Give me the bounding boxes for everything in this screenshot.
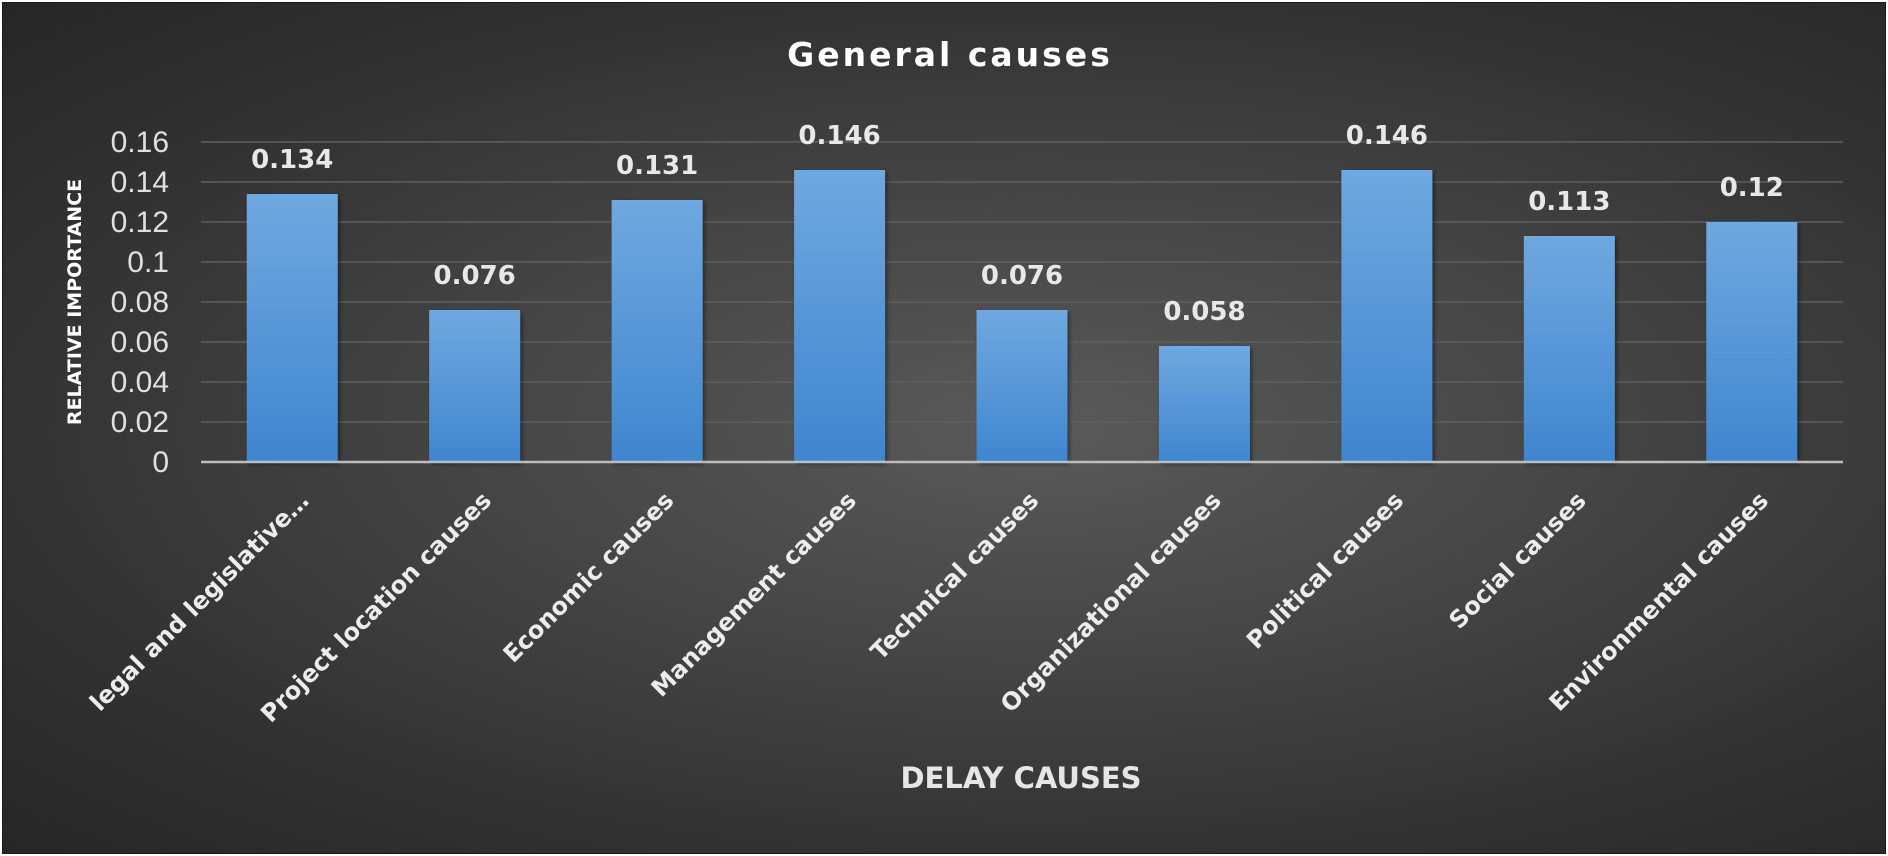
y-tick-label: 0.02	[111, 406, 169, 439]
y-tick-label: 0.08	[111, 286, 169, 319]
y-tick-label: 0.14	[111, 166, 169, 199]
bar	[1706, 222, 1798, 462]
data-label: 0.12	[1720, 173, 1784, 203]
data-label: 0.131	[616, 151, 698, 181]
y-tick-label: 0.04	[111, 366, 169, 399]
x-tick-label: Economic causes	[498, 486, 680, 668]
bar	[976, 310, 1068, 462]
bars	[246, 170, 1798, 462]
y-axis-label: RELATIVE IMPORTANCE	[64, 179, 86, 425]
y-tick-label: 0.12	[111, 206, 169, 239]
data-label: 0.076	[981, 261, 1063, 291]
y-tick-label: 0.06	[111, 326, 169, 359]
x-tick-label: Organizational causes	[995, 486, 1227, 718]
bar	[429, 310, 521, 462]
x-tick-label: Social causes	[1444, 486, 1592, 634]
data-label: 0.058	[1163, 297, 1245, 327]
x-tick-label: Technical causes	[865, 486, 1044, 665]
x-tick-label: Environmental causes	[1544, 486, 1774, 716]
data-label: 0.146	[1346, 121, 1428, 151]
bar-chart: 0 0.02 0.04 0.06 0.08 0.1 0.12 0.14 0.16 0.134 leg…	[64, 35, 1843, 795]
data-label: 0.134	[251, 145, 333, 175]
data-label: 0.076	[434, 261, 516, 291]
bar	[1523, 236, 1615, 462]
data-label: 0.146	[798, 121, 880, 151]
x-tick-label: legal and legislative…	[84, 486, 314, 716]
x-tick-label: Political causes	[1241, 486, 1409, 654]
y-tick-label: 0	[152, 446, 169, 479]
chart-title: General causes	[787, 35, 1113, 74]
x-tick-label: Management causes	[646, 486, 862, 702]
bar	[1158, 346, 1250, 462]
bar	[1341, 170, 1433, 462]
bar	[611, 200, 703, 462]
data-label: 0.113	[1528, 187, 1610, 217]
x-axis-label: DELAY CAUSES	[900, 761, 1141, 795]
bar	[794, 170, 886, 462]
y-tick-label: 0.1	[127, 246, 169, 279]
bar	[246, 194, 338, 462]
y-tick-label: 0.16	[111, 126, 169, 159]
